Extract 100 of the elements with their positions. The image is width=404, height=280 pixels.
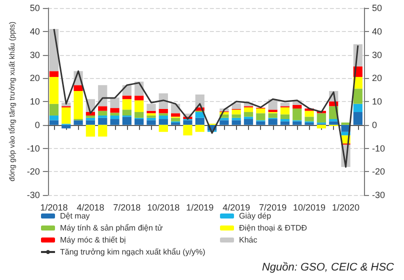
bar: [110, 98, 120, 108]
bar: [268, 113, 278, 118]
bar: [62, 107, 71, 124]
y-tick-label: 10: [30, 96, 40, 106]
bar: [158, 119, 168, 125]
bar: [232, 110, 241, 114]
y2-tick-label: -10: [372, 143, 386, 154]
bar: [316, 124, 326, 128]
bar: [74, 90, 83, 120]
bar: [146, 120, 156, 125]
bar: [49, 120, 59, 125]
bar: [171, 118, 180, 122]
bar: [86, 124, 96, 137]
y2-tick-label: 10: [372, 96, 382, 106]
y-tick-label: 0: [34, 120, 40, 130]
line-series: [53, 28, 359, 168]
y-tick-label: -30: [26, 190, 40, 200]
y2-tick-label: -20: [372, 166, 386, 177]
bar: [256, 108, 266, 114]
bar: [134, 112, 144, 118]
bar: [244, 119, 254, 125]
bar: [256, 121, 266, 125]
x-tick-label: 7/2018: [113, 202, 141, 212]
legend-label: Máy tính & sản phẩm điện tử: [60, 224, 164, 232]
legend-label: Khác: [239, 236, 258, 244]
bar: [146, 113, 156, 116]
bar: [134, 119, 144, 125]
y2-tick-label: -30: [372, 190, 386, 200]
bar: [292, 105, 302, 109]
bar: [304, 110, 314, 117]
bar: [98, 118, 108, 125]
bar: [49, 116, 59, 120]
x-tick-label: 1/2020: [332, 202, 360, 212]
y-tick-label: 30: [30, 50, 40, 60]
bar: [304, 116, 314, 122]
x-tick-label: 4/2019: [222, 202, 250, 212]
bar: [316, 113, 326, 123]
bar: [280, 107, 290, 114]
y2-tick-label: 20: [372, 73, 382, 84]
bar: [280, 102, 290, 106]
bar: [292, 108, 302, 120]
bar: [86, 120, 96, 125]
bar: [62, 124, 71, 128]
bar: [280, 121, 290, 125]
bar: [353, 88, 362, 104]
bar: [183, 124, 192, 136]
x-tick-label: 7/2019: [259, 202, 287, 212]
y-tick-label: 20: [30, 73, 40, 84]
x-tick-label: 1/2019: [186, 202, 214, 212]
bar: [195, 118, 204, 125]
bar: [256, 113, 266, 120]
bar: [110, 112, 120, 116]
bar: [268, 119, 278, 125]
legend-label: Giày dép: [239, 212, 272, 220]
bar: [74, 85, 83, 91]
bar: [232, 114, 241, 118]
bar: [244, 116, 254, 120]
x-tick-label: 4/2018: [76, 202, 104, 212]
y-tick-label: 50: [30, 3, 40, 13]
bar: [98, 110, 108, 116]
bar: [122, 99, 132, 110]
bar: [122, 96, 132, 100]
bar: [49, 76, 59, 104]
y2-tick-label: 30: [372, 50, 382, 60]
bar: [158, 124, 168, 132]
bar: [232, 120, 241, 125]
bar: [122, 110, 132, 116]
bar: [280, 114, 290, 120]
x-tick-label: 10/2018: [147, 202, 180, 212]
bar: [74, 120, 83, 125]
bar: [292, 121, 302, 125]
bar: [353, 104, 362, 112]
legend-label: Điện thoại & ĐTDĐ: [239, 224, 308, 232]
bar: [244, 112, 254, 117]
bar: [49, 71, 59, 77]
bar: [171, 113, 180, 117]
bar: [146, 104, 156, 111]
bar: [232, 103, 241, 109]
bar: [110, 116, 120, 120]
bar: [268, 110, 278, 112]
bar: [134, 100, 144, 112]
bar: [110, 108, 120, 113]
bar: [195, 112, 204, 118]
bar: [220, 120, 229, 125]
bar: [329, 121, 338, 125]
bar: [158, 116, 168, 120]
bar: [158, 108, 168, 114]
y-tick-label: 40: [30, 26, 40, 36]
bar: [158, 113, 168, 116]
bar: [98, 106, 108, 111]
x-tick-label: 1/2018: [40, 202, 68, 212]
legend-label: Máy móc & thiết bị: [60, 236, 126, 244]
bar: [49, 104, 59, 116]
bar: [98, 124, 108, 137]
bar: [183, 120, 192, 125]
bar: [353, 112, 362, 125]
bar: [110, 119, 120, 125]
legend-label: Dệt may: [60, 212, 90, 220]
bar: [244, 107, 254, 112]
bar: [122, 116, 132, 125]
